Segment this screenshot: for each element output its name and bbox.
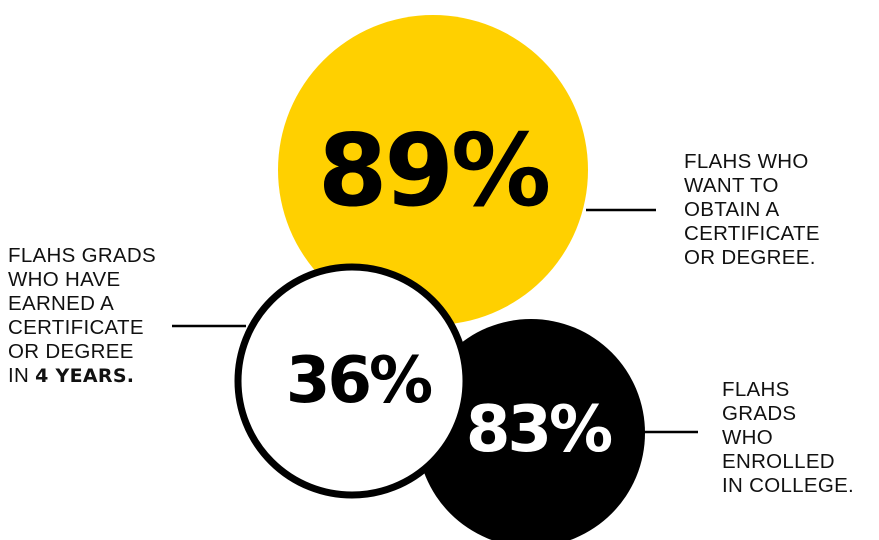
bubble-83-value: 83% xyxy=(466,393,612,467)
caption-36: FLAHS GRADS WHO HAVE EARNED A CERTIFICAT… xyxy=(8,244,156,388)
bubble-89-circle xyxy=(278,15,588,325)
caption-83-line: IN COLLEGE. xyxy=(722,474,855,497)
caption-36-prefix: IN xyxy=(8,364,36,387)
caption-36-line: CERTIFICATE xyxy=(8,316,144,339)
bubble-89: 89% xyxy=(278,15,588,325)
caption-36-line: FLAHS GRADS xyxy=(8,244,156,267)
bubble-36-value: 36% xyxy=(286,344,432,418)
caption-36-line: WHO HAVE xyxy=(8,268,121,291)
caption-89-line: OBTAIN A xyxy=(684,198,780,221)
caption-36-line: EARNED A xyxy=(8,292,115,315)
bubble-36-circle xyxy=(234,263,470,499)
caption-83-line: FLAHS xyxy=(722,378,790,401)
bubble-83-circle xyxy=(417,319,645,540)
caption-36-emphasis: 4 YEARS. xyxy=(35,365,135,387)
caption-36-line-last: IN 4 YEARS. xyxy=(8,364,156,388)
caption-89-line: CERTIFICATE xyxy=(684,222,820,245)
bubble-83: 83% xyxy=(417,319,645,540)
bubble-89-value: 89% xyxy=(318,112,549,229)
bubble-36: 36% xyxy=(234,263,470,499)
caption-83-line: GRADS xyxy=(722,402,797,425)
caption-36-line: OR DEGREE xyxy=(8,340,134,363)
caption-89-line: WANT TO xyxy=(684,174,779,197)
caption-89: FLAHS WHO WANT TO OBTAIN A CERTIFICATE O… xyxy=(684,150,820,270)
caption-83-line: WHO xyxy=(722,426,773,449)
caption-89-line: OR DEGREE. xyxy=(684,246,816,269)
caption-89-line: FLAHS WHO xyxy=(684,150,809,173)
caption-83: FLAHS GRADS WHO ENROLLED IN COLLEGE. xyxy=(722,378,854,498)
caption-83-line: ENROLLED xyxy=(722,450,835,473)
